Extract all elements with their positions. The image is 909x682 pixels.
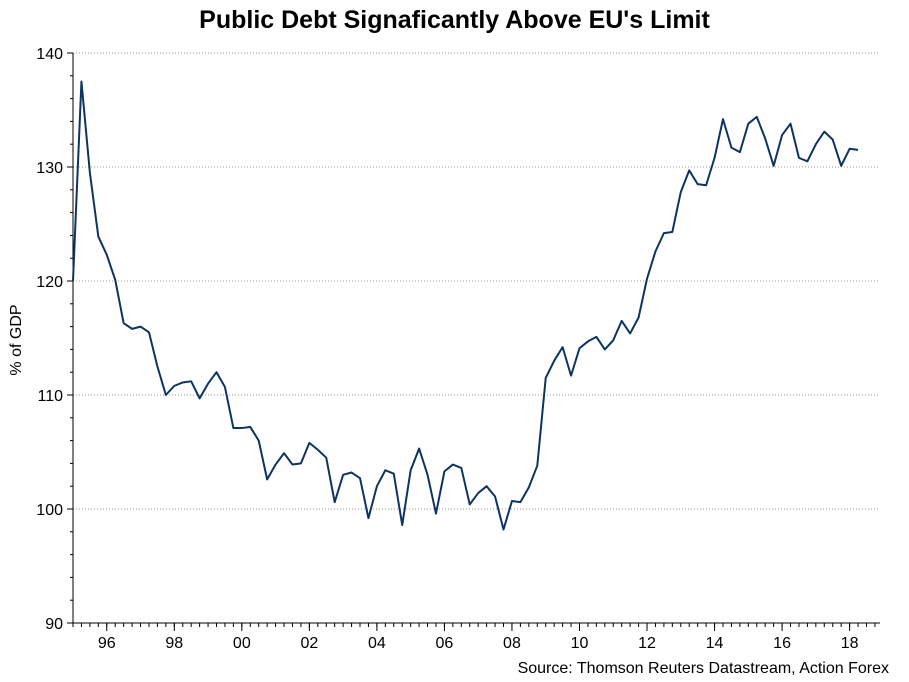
- x-tick-label: 16: [773, 635, 791, 652]
- x-tick-label: 96: [98, 635, 116, 652]
- x-ticks: 96 98 00 02 04 06 08 10 12 14 16 18: [72, 623, 876, 652]
- axes: [72, 53, 880, 624]
- y-ticks: 90 100 110 120 130 140: [36, 46, 73, 633]
- chart-title: Public Debt Signaficantly Above EU's Lim…: [199, 6, 710, 34]
- y-tick-label: 120: [36, 274, 63, 291]
- gridlines: [73, 52, 880, 510]
- source-note: Source: Thomson Reuters Datastream, Acti…: [517, 660, 889, 677]
- x-tick-label: 14: [706, 635, 724, 652]
- y-tick-label: 130: [36, 160, 63, 177]
- x-tick-label: 08: [503, 635, 521, 652]
- y-tick-label: 100: [36, 502, 63, 519]
- x-tick-label: 06: [436, 635, 454, 652]
- debt-line: [72, 80, 859, 531]
- y-tick-label: 110: [37, 388, 63, 405]
- x-tick-label: 12: [638, 635, 656, 652]
- x-tick-label: 98: [165, 635, 183, 652]
- y-tick-label: 90: [45, 616, 63, 633]
- x-tick-label: 04: [368, 635, 386, 652]
- x-tick-label: 10: [571, 635, 589, 652]
- x-tick-label: 02: [300, 635, 318, 652]
- y-tick-label: 140: [36, 46, 63, 63]
- x-tick-label: 18: [841, 635, 859, 652]
- x-tick-label: 00: [233, 635, 251, 652]
